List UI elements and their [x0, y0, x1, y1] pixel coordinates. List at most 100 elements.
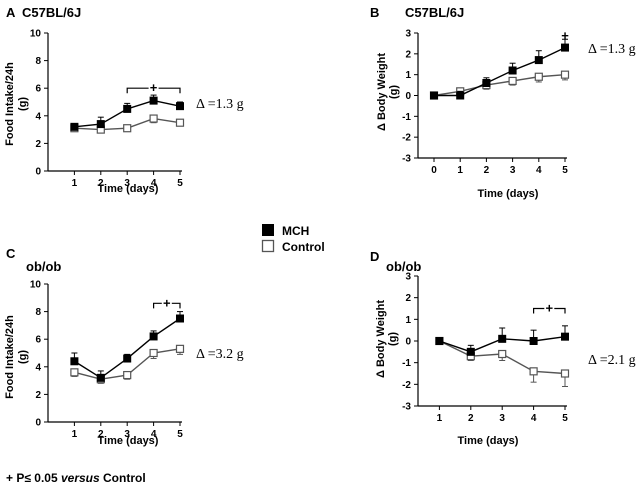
panel-d-ytick-label: -1	[402, 358, 411, 369]
panel-c-xtick-label: 3	[124, 429, 130, 440]
panel-a-ytick-label: 6	[35, 84, 41, 95]
panel-d-ylabel: Δ Body Weight	[375, 300, 387, 378]
panel-a-mch-point	[96, 120, 105, 129]
panel-a-control-point	[175, 118, 185, 127]
panel-b-xtick-label: 1	[457, 165, 463, 176]
panel-c-mch-point	[70, 357, 79, 366]
panel-c-mch-line	[74, 317, 181, 379]
panel-c-ytick-label: 8	[35, 307, 41, 318]
panel-c-xtick-label: 1	[72, 429, 78, 440]
panel-c-ytick-label: 6	[35, 335, 41, 346]
panel-c-mch-point	[96, 373, 105, 382]
panel-b-mch-point	[456, 91, 465, 100]
panel-c-delta: Δ =3.2 g	[196, 347, 244, 362]
panel-letter-b: B	[370, 5, 379, 20]
panel-d-xtick-label: 5	[562, 413, 568, 424]
panel-d-control-point	[498, 349, 507, 359]
footnote-versus: versus	[60, 471, 100, 485]
panel-d-ytick-label: 0	[405, 337, 411, 348]
panel-b: B C57BL/6J -3 -2 -1 0 1 2 3 0 1 2 3 4 5 + Time (days)…	[370, 5, 636, 200]
panel-c-ytick-label: 0	[35, 418, 41, 429]
panel-c-xtick-label: 5	[177, 429, 183, 440]
panel-b-xtick-label: 2	[484, 165, 490, 176]
panel-d-xtick-label: 2	[468, 413, 474, 424]
panel-letter-c: C	[6, 246, 16, 261]
panel-c-ytick-label: 10	[30, 280, 42, 291]
panel-a-delta: Δ =1.3 g	[196, 97, 244, 112]
panel-d-mch-point	[466, 347, 475, 356]
panel-b-ytick-label: -2	[402, 133, 411, 144]
panel-c-control-point	[70, 368, 79, 377]
panel-b-control-point	[534, 72, 543, 81]
panel-b-delta: Δ =1.3 g	[588, 42, 636, 57]
panel-a-ytick-label: 8	[35, 56, 41, 67]
panel-b-xtick-label: 3	[510, 165, 516, 176]
panel-b-control-line	[433, 73, 566, 97]
panel-b-xtick-label: 0	[431, 165, 437, 176]
panel-d-control-point	[529, 367, 538, 376]
legend: MCH Control	[261, 224, 325, 254]
panel-d-ytick-label: -2	[402, 380, 411, 391]
panel-d-title: ob/ob	[386, 259, 421, 274]
panel-a-sig-marker-bg	[148, 83, 159, 94]
footnote: + P≤ 0.05 versus Control	[6, 471, 146, 485]
panel-d-mch-point	[435, 337, 444, 345]
panel-d-ytick-label: 1	[405, 315, 411, 326]
panel-d-ytick-label: 2	[405, 293, 411, 304]
panel-a-xtick-label: 1	[72, 178, 78, 189]
panel-b-mch-point	[482, 79, 491, 87]
panel-a-title: C57BL/6J	[22, 5, 81, 20]
panel-b-ylabel: Δ Body Weight	[376, 53, 388, 131]
panel-d-plot: -3 -2 -1 0 1 2 3 1 2 3 4 5 +	[402, 272, 570, 424]
panel-a-mch-point	[149, 96, 158, 105]
legend-control-label: Control	[282, 240, 325, 254]
panel-d-sig-marker: +	[546, 301, 554, 316]
footnote-prefix: + P≤ 0.05	[6, 471, 61, 485]
panel-b-control-point	[560, 70, 570, 79]
panel-b-sig-marker: +	[561, 28, 569, 43]
panel-d-xlabel: Time (days)	[458, 435, 519, 447]
panel-c-mch-point	[176, 314, 184, 323]
panel-c-mch-point	[149, 332, 158, 341]
panel-letter-d: D	[370, 249, 379, 264]
panel-b-ylabel-unit: (g)	[388, 85, 400, 99]
panel-b-mch-point	[534, 56, 543, 65]
panel-b-ytick-label: -1	[402, 112, 411, 123]
panel-a-control-point	[123, 124, 132, 133]
legend-mch-label: MCH	[282, 224, 309, 238]
panel-c-ytick-label: 4	[35, 362, 41, 373]
panel-a-mch-point	[123, 104, 132, 113]
panel-c-title: ob/ob	[26, 259, 61, 274]
panel-a-sig-marker: +	[150, 80, 158, 95]
panel-d: D ob/ob -3 -2 -1 0 1 2 3 1 2 3 4 5 + Time (days) Δ B…	[370, 249, 636, 447]
panel-c-control-point	[149, 348, 158, 358]
panel-d-ylabel-unit: (g)	[387, 332, 399, 346]
panel-b-xtick-label: 4	[536, 165, 542, 176]
panel-a-ytick-label: 2	[35, 139, 41, 150]
panel-c-ytick-label: 2	[35, 390, 41, 401]
panel-b-title: C57BL/6J	[405, 5, 464, 20]
panel-d-mch-point	[529, 337, 538, 345]
panel-d-xtick-label: 3	[499, 413, 505, 424]
panel-a-xtick-label: 4	[151, 178, 157, 189]
panel-d-xtick-label: 4	[531, 413, 537, 424]
panel-a-ylabel: Food Intake/24h	[4, 62, 16, 146]
panel-a-xlabel: Time (days)	[98, 183, 159, 195]
panel-d-sig-marker-bg	[544, 303, 555, 314]
panel-d-ytick-label: -3	[402, 402, 411, 413]
panel-d-xtick-label: 1	[437, 413, 443, 424]
panel-d-mch-point	[561, 332, 569, 341]
panel-b-mch-point	[508, 66, 517, 75]
panel-c-ylabel: Food Intake/24h	[4, 315, 16, 399]
panel-b-mch-point	[430, 91, 438, 100]
panel-b-mch-line	[434, 46, 566, 97]
panel-b-ytick-label: 3	[405, 29, 411, 40]
panel-b-ytick-label: -3	[402, 154, 411, 165]
panel-b-xlabel: Time (days)	[478, 188, 539, 200]
panel-a-ytick-label: 10	[30, 29, 42, 40]
